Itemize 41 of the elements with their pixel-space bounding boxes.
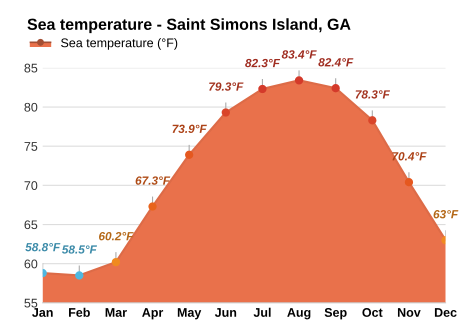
data-label: 58.8°F [25, 242, 60, 252]
point [75, 271, 84, 280]
data-label: 63°F [434, 210, 458, 218]
data-label: 82.4°F [318, 58, 354, 66]
point [222, 108, 230, 117]
point [112, 258, 120, 266]
x-tick-label: Jan [32, 308, 53, 317]
data-label: 73.9°F [172, 124, 207, 134]
point [368, 116, 376, 125]
point [185, 150, 194, 159]
y-tick-label: 60 [24, 259, 38, 268]
data-label: 82.3°F [245, 58, 280, 68]
x-tick-label: Jul [254, 308, 271, 317]
y-tick-label: 65 [24, 220, 38, 230]
x-tick-label: Sep [324, 308, 347, 320]
x-tick-label: Jun [214, 308, 236, 317]
x-tick-label: Mar [106, 308, 127, 317]
x-tick-label: Nov [398, 308, 421, 317]
point [258, 84, 267, 94]
y-tick-label: 80 [24, 102, 38, 112]
x-tick-label: Feb [69, 308, 90, 317]
data-label: 78.3°F [356, 90, 390, 99]
x-tick-label: May [178, 308, 202, 320]
x-tick-label: Aug [287, 308, 310, 320]
x-tick-label: Oct [362, 308, 383, 317]
y-tick-label: 85 [24, 64, 38, 73]
data-label: 83.4°F [282, 50, 317, 59]
data-label: 79.3°F [209, 82, 244, 91]
point [294, 76, 304, 85]
point [148, 202, 157, 211]
x-tick-label: Dec [434, 308, 457, 317]
x-tick-label: Apr [142, 308, 164, 320]
point [332, 84, 340, 92]
data-label: 58.5°F [62, 245, 97, 254]
y-tick-label: 55 [24, 298, 38, 308]
y-tick-label: 70 [24, 181, 38, 190]
data-label: 67.3°F [136, 176, 170, 185]
legend-label: Sea temperature (°F) [61, 38, 178, 50]
point [404, 178, 414, 186]
y-tick-label: 75 [24, 142, 38, 151]
chart-title: Sea temperature - Saint Simons Island, GA [27, 18, 351, 34]
